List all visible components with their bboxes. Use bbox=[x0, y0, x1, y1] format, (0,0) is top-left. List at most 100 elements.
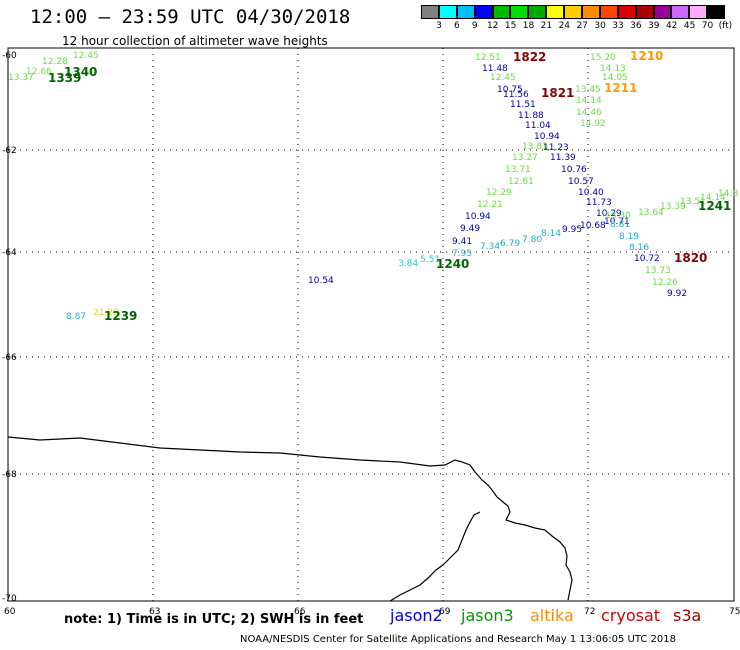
colorbar-swatch bbox=[671, 5, 690, 19]
wave-height-label: 8.87 bbox=[66, 312, 86, 322]
colorbar-tick: 6 bbox=[454, 21, 460, 31]
wave-height-label: 13.64 bbox=[638, 208, 664, 218]
colorbar-swatch bbox=[582, 5, 600, 19]
legend-jason2: jason2 bbox=[390, 606, 443, 625]
wave-height-label: 14.13 bbox=[600, 64, 626, 74]
wave-height-label: 12.29 bbox=[486, 188, 512, 198]
colorbar-tick: 33 bbox=[612, 21, 624, 31]
wave-height-label: 12.21 bbox=[477, 200, 503, 210]
pass-time-label: 1822 bbox=[513, 50, 546, 64]
wave-height-label: 11.23 bbox=[543, 143, 569, 153]
wave-height-label: 13.37 bbox=[8, 73, 34, 83]
graticule bbox=[8, 48, 734, 601]
wave-height-label: 7.95 bbox=[452, 249, 472, 259]
colorbar-tick: 9 bbox=[471, 21, 478, 31]
wave-height-label: 9.92 bbox=[667, 289, 687, 299]
wave-height-label: 14.92 bbox=[580, 119, 606, 129]
page-title: 12:00 – 23:59 UTC 04/30/2018 bbox=[30, 6, 351, 28]
colorbar-swatch bbox=[474, 5, 493, 19]
colorbar-swatch bbox=[492, 5, 511, 19]
wave-height-label: 13.45 bbox=[575, 85, 601, 95]
colorbar-swatch bbox=[653, 5, 672, 19]
colorbar-tick: 12 bbox=[486, 21, 499, 31]
lat-label: -64 bbox=[2, 248, 17, 258]
wave-height-label: 10.94 bbox=[534, 132, 560, 142]
colorbar-swatch bbox=[510, 5, 529, 19]
wave-height-label: 9.95 bbox=[562, 225, 582, 235]
wave-height-label: 10.71 bbox=[604, 217, 630, 227]
pass-time-label: 1240 bbox=[436, 257, 469, 271]
lon-label: 75 bbox=[729, 607, 740, 617]
footer-credit: NOAA/NESDIS Center for Satellite Applica… bbox=[240, 634, 676, 645]
colorbar-swatch bbox=[528, 5, 547, 19]
wave-height-label: 10.54 bbox=[308, 276, 334, 286]
colorbar-tick: 36 bbox=[630, 21, 642, 31]
pass-time-label: 1821 bbox=[541, 86, 574, 100]
wave-height-label: 12.45 bbox=[490, 73, 516, 83]
wave-height-label: 10.57 bbox=[568, 177, 594, 187]
wave-height-label: 8.14 bbox=[541, 229, 561, 239]
lon-axis: 60 63 66 69 72 75 bbox=[4, 607, 740, 617]
legend-cryosat: cryosat bbox=[601, 606, 661, 625]
wave-height-label: 15.20 bbox=[590, 53, 616, 63]
colorbar-tick: 3 bbox=[436, 21, 442, 31]
wave-height-label: 3.84 bbox=[398, 259, 418, 269]
legend-jason3: jason3 bbox=[461, 606, 514, 625]
page-subtitle: 12 hour collection of altimeter wave hei… bbox=[62, 34, 328, 48]
pass-time-label: 1340 bbox=[64, 65, 97, 79]
wave-height-label: 13.30 bbox=[605, 211, 631, 221]
legend-altika: altika bbox=[530, 606, 574, 625]
pass-time-label: 1239 bbox=[104, 309, 137, 323]
wave-height-label: 10.76 bbox=[561, 165, 587, 175]
wave-height-label: 14.14 bbox=[576, 96, 602, 106]
colorbar-tick: 70 bbox=[701, 21, 714, 31]
wave-height-label: 8.16 bbox=[629, 243, 649, 253]
wave-height-label: 14.46 bbox=[576, 108, 602, 118]
pass-time-label: 1211 bbox=[604, 81, 637, 95]
wave-height-label: 14.14 bbox=[700, 193, 726, 203]
wave-height-label: 13.51 bbox=[680, 197, 706, 207]
wave-height-label: 10.68 bbox=[580, 221, 606, 231]
wave-height-label: 14.05 bbox=[602, 73, 628, 83]
antarctic-coastline-inner bbox=[389, 511, 481, 602]
wave-height-label: 10.94 bbox=[465, 212, 491, 222]
colorbar-tick: 18 bbox=[522, 21, 535, 31]
wave-height-label: 10.75 bbox=[497, 85, 523, 95]
colorbar-tick: 42 bbox=[665, 21, 678, 31]
colorbar-tick: 27 bbox=[576, 21, 588, 31]
wave-height-label: 9.49 bbox=[460, 224, 480, 234]
colorbar-swatch bbox=[635, 5, 654, 19]
wave-height-label: 11.39 bbox=[550, 153, 576, 163]
pass-time-label: 1339 bbox=[48, 71, 81, 85]
lat-label: -70 bbox=[2, 594, 17, 604]
wave-height-label: 11.73 bbox=[586, 198, 612, 208]
colorbar-swatch bbox=[707, 5, 726, 19]
wave-height-label: 12.61 bbox=[508, 177, 534, 187]
wave-height-label: 6.79 bbox=[500, 239, 520, 249]
lon-label: 60 bbox=[4, 607, 16, 617]
wave-height-label: 7.80 bbox=[522, 235, 542, 245]
wave-height-label: 14.8 bbox=[718, 189, 738, 199]
lat-label: -68 bbox=[2, 470, 17, 480]
wave-height-label: 13.71 bbox=[505, 165, 531, 175]
colorbar-swatch bbox=[546, 5, 565, 19]
colorbar-tick: 21 bbox=[540, 21, 553, 31]
lon-label: 69 bbox=[439, 607, 451, 617]
pass-time-label: 1210 bbox=[630, 49, 663, 63]
antarctic-coastline bbox=[7, 436, 573, 601]
colorbar-tick: 24 bbox=[558, 21, 571, 31]
swh-colorbar bbox=[421, 5, 726, 19]
wave-height-label: 13.81 bbox=[522, 142, 548, 152]
legend-s3a: s3a bbox=[673, 606, 702, 625]
wave-height-label: 10.72 bbox=[634, 254, 660, 264]
wave-height-label: 12.66 bbox=[26, 67, 52, 77]
wave-height-label: 13.39 bbox=[660, 202, 686, 212]
wave-height-label: 7.34 bbox=[480, 242, 500, 252]
wave-height-label: 5.51 bbox=[420, 255, 440, 265]
lon-label: 66 bbox=[294, 607, 306, 617]
colorbar-swatch bbox=[617, 5, 636, 19]
lon-label: 72 bbox=[584, 607, 595, 617]
wave-height-label: 12.45 bbox=[73, 51, 99, 61]
